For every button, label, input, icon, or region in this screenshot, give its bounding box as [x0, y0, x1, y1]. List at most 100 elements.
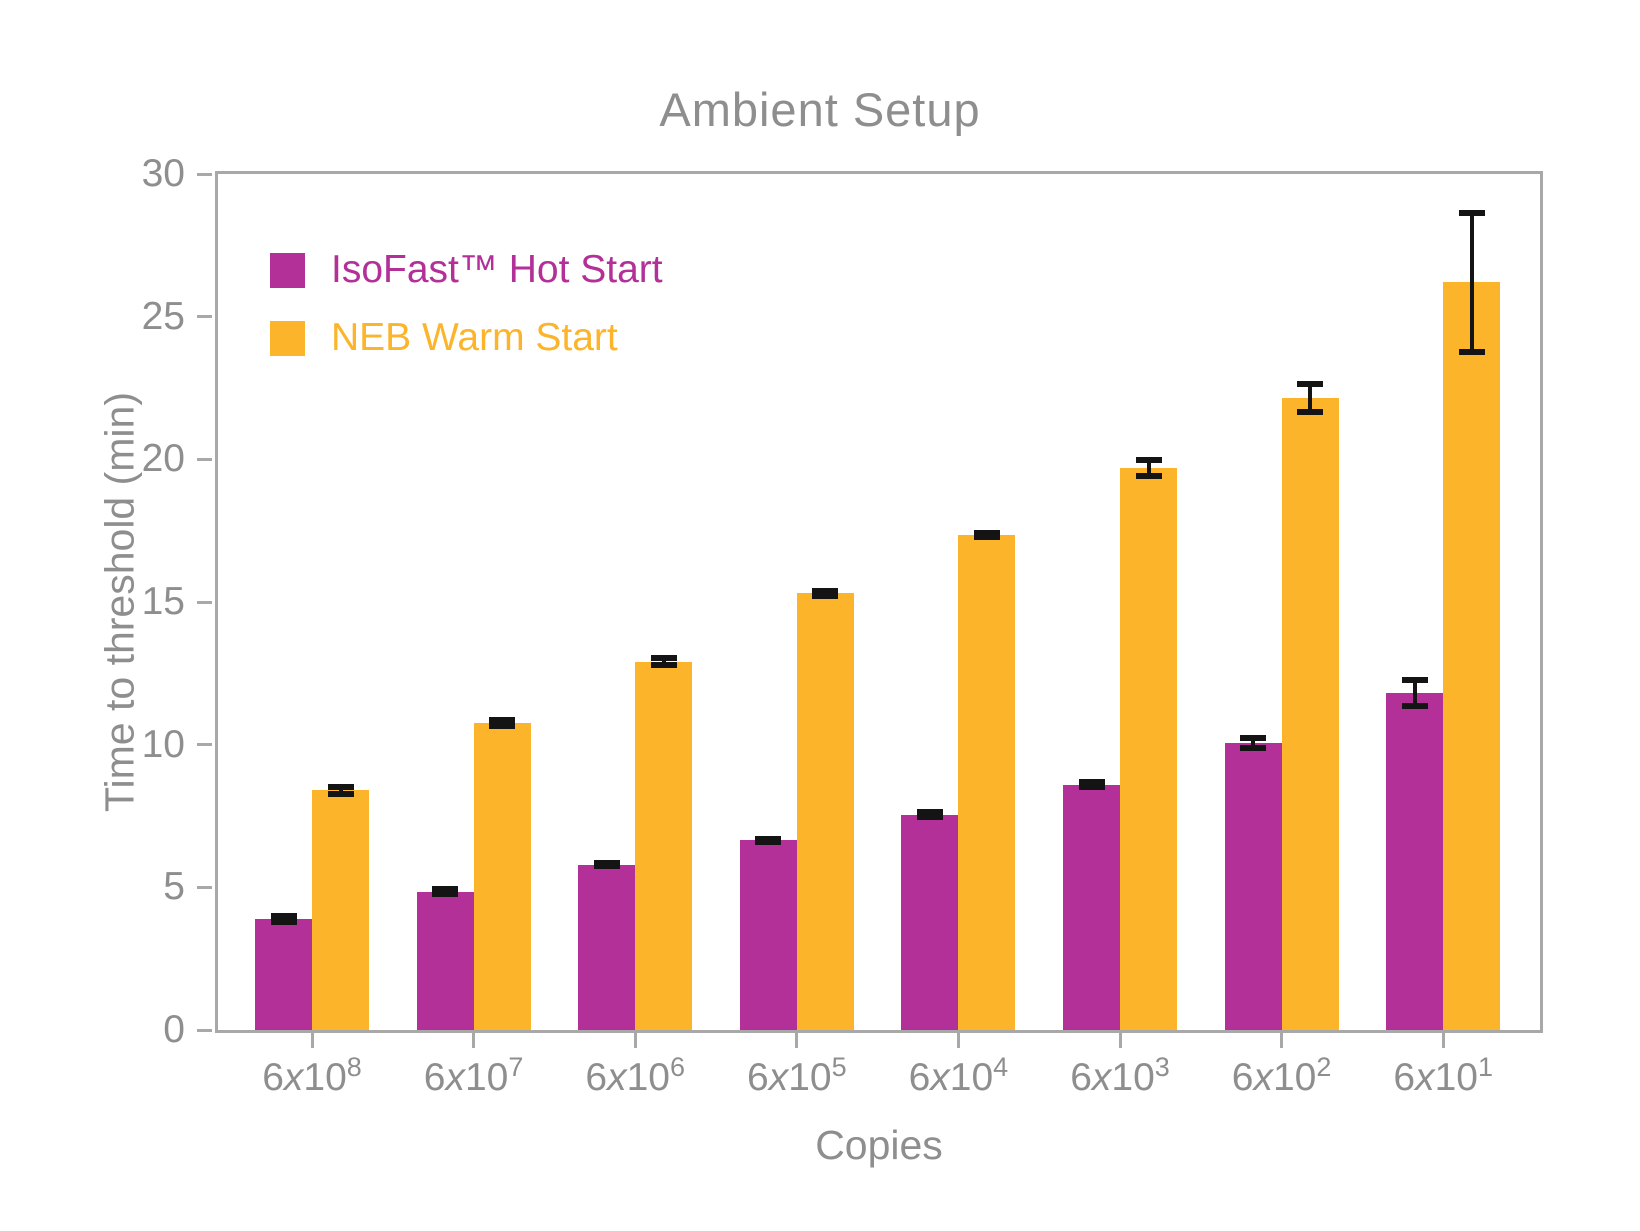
x-tick-label: 6x103 — [1070, 1052, 1170, 1099]
bar-neb — [1443, 282, 1501, 1030]
error-bar-cap-bottom — [973, 534, 1000, 541]
y-axis-label: Time to threshold (min) — [96, 392, 143, 812]
x-tick — [472, 1033, 476, 1048]
x-tick-label: 6x108 — [262, 1052, 362, 1099]
error-bar-cap-top — [489, 717, 516, 724]
plot-area: 0 5 10 15 20 25 30 6x108 6x107 6x106 6x105 6x104 6x1… — [97, 152, 1543, 1168]
ticks-layer: 0 5 10 15 20 25 30 6x108 6x107 6x106 6x105 6x104 6x1… — [142, 152, 1540, 1099]
error-bar-cap-bottom — [755, 838, 782, 845]
error-bar-cap-top — [650, 655, 677, 662]
error-bar-cap-bottom — [650, 662, 677, 669]
y-tick — [197, 315, 212, 319]
y-tick-label: 15 — [141, 580, 185, 623]
bar-neb — [1281, 397, 1339, 1030]
x-tick-label: 6x106 — [585, 1052, 685, 1099]
x-tick-label: 6x105 — [746, 1052, 847, 1099]
bar-isofast — [1063, 784, 1120, 1030]
bar-isofast — [255, 918, 312, 1030]
error-bar-cap-top — [916, 808, 943, 815]
x-tick-label: 6x104 — [908, 1052, 1009, 1099]
error-bar-cap-top — [1458, 209, 1485, 216]
bars-layer — [218, 174, 1540, 1030]
y-tick-label: 5 — [163, 865, 185, 909]
error-bar-cap-top — [1401, 677, 1428, 684]
error-bar-cap-bottom — [916, 814, 943, 821]
error-bar-cap-bottom — [1135, 472, 1162, 479]
y-tick — [197, 743, 212, 747]
x-axis-label: Copies — [815, 1122, 943, 1168]
y-tick — [197, 1028, 212, 1032]
chart-title: Ambient Setup — [659, 83, 981, 136]
error-bar-cap-top — [812, 587, 839, 594]
error-bar-line — [1146, 459, 1151, 476]
error-bar-cap-top — [1078, 779, 1105, 786]
error-bar-cap-top — [1240, 735, 1267, 742]
error-bar-line — [661, 658, 666, 666]
x-tick — [1280, 1033, 1284, 1048]
x-tick-label: 6x102 — [1231, 1052, 1332, 1099]
error-bar-cap-bottom — [593, 863, 620, 870]
legend-swatch-neb — [270, 320, 305, 356]
error-bars-layer — [218, 174, 1540, 1030]
legend: IsoFast™ Hot Start NEB Warm Start — [270, 248, 663, 360]
error-bar-cap-bottom — [1458, 349, 1485, 356]
x-tick — [310, 1033, 314, 1048]
bar-neb — [312, 790, 369, 1030]
error-bar-cap-bottom — [489, 723, 516, 730]
error-bar-cap-bottom — [1078, 783, 1105, 790]
error-bar-cap-top — [1135, 456, 1162, 463]
error-bar-cap-top — [1297, 380, 1324, 387]
error-bar-line — [1412, 680, 1417, 707]
error-bar-cap-top — [327, 783, 354, 790]
x-tick-label: 6x101 — [1393, 1052, 1493, 1099]
y-tick — [197, 885, 212, 889]
error-bar-cap-bottom — [1401, 703, 1428, 710]
error-bar-cap-top — [270, 912, 297, 919]
error-bar-line — [1469, 212, 1474, 353]
error-bar-cap-bottom — [327, 790, 354, 797]
y-tick — [197, 457, 212, 461]
x-tick — [956, 1033, 960, 1048]
bar-neb — [796, 593, 854, 1030]
y-tick-label: 25 — [141, 294, 185, 338]
x-tick-label: 6x107 — [423, 1052, 524, 1099]
bar-isofast — [901, 814, 959, 1030]
y-tick-label: 30 — [141, 152, 185, 195]
error-bar-cap-top — [755, 835, 782, 842]
x-tick — [795, 1033, 799, 1048]
error-bar-line — [1251, 738, 1256, 749]
bar-isofast — [1224, 743, 1282, 1030]
error-bar-cap-bottom — [432, 890, 459, 897]
y-tick-label: 0 — [163, 1008, 185, 1051]
bar-neb — [1120, 467, 1177, 1030]
bar-neb — [635, 661, 693, 1030]
error-bar-line — [1308, 383, 1313, 413]
bar-isofast — [416, 891, 474, 1030]
error-bar-cap-bottom — [270, 918, 297, 925]
x-tick — [633, 1033, 637, 1048]
legend-swatch-isofast — [270, 252, 305, 288]
bar-isofast — [578, 864, 636, 1030]
y-tick-label: 10 — [141, 722, 185, 766]
y-tick-label: 20 — [141, 437, 185, 481]
error-bar-cap-bottom — [812, 593, 839, 600]
bar-neb — [473, 723, 531, 1030]
bar-isofast — [739, 840, 797, 1030]
error-bar-line — [338, 786, 343, 794]
bar-neb — [958, 534, 1016, 1030]
legend-item-neb: NEB Warm Start — [270, 316, 663, 360]
legend-label-isofast: IsoFast™ Hot Start — [331, 248, 663, 291]
error-bar-cap-top — [432, 886, 459, 893]
x-tick — [1118, 1033, 1122, 1048]
error-bar-cap-bottom — [1297, 409, 1324, 416]
error-bar-cap-bottom — [1240, 745, 1267, 752]
error-bar-cap-top — [973, 529, 1000, 536]
error-bar-cap-top — [593, 859, 620, 866]
bar-isofast — [1386, 693, 1444, 1030]
legend-label-neb: NEB Warm Start — [331, 316, 618, 359]
x-tick — [1441, 1033, 1445, 1048]
y-tick — [197, 172, 212, 176]
y-tick — [197, 600, 212, 604]
legend-item-isofast: IsoFast™ Hot Start — [270, 248, 663, 292]
